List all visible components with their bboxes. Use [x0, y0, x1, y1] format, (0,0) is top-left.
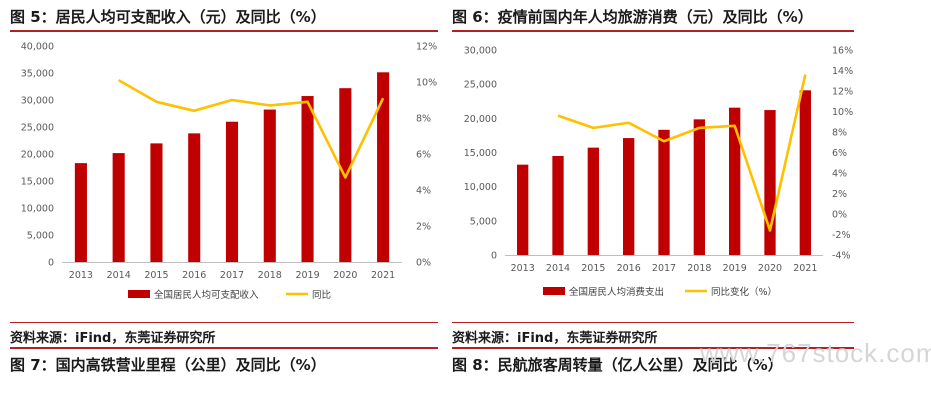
legend-bar-swatch: [128, 290, 150, 298]
bar: [552, 155, 564, 255]
bar: [693, 119, 705, 255]
x-axis-tick-label: 2019: [723, 263, 747, 274]
left-axis-tick-label: 0: [48, 258, 54, 269]
source-left: 资料来源：iFind，东莞证券研究所: [10, 331, 216, 346]
x-axis-tick-label: 2016: [617, 263, 641, 274]
left-axis-tick-label: 40,000: [21, 42, 54, 53]
left-axis-tick-label: 0: [491, 251, 497, 262]
left-axis-tick-label: 10,000: [464, 182, 497, 193]
legend-bar-label: 全国居民人均可支配收入: [154, 289, 259, 301]
left-axis-tick-label: 10,000: [21, 204, 54, 215]
right-axis-tick-label: 2%: [832, 189, 847, 200]
yoy-line: [557, 74, 807, 232]
right-axis-tick-label: 4%: [832, 169, 847, 180]
right-axis-tick-label: 0%: [416, 258, 431, 269]
bar: [623, 138, 635, 255]
x-axis-tick-label: 2018: [687, 263, 711, 274]
x-axis-tick-label: 2014: [107, 270, 131, 281]
bar: [112, 153, 125, 262]
bar: [799, 90, 811, 255]
left-axis-tick-label: 20,000: [21, 150, 54, 161]
x-axis-tick-label: 2014: [546, 263, 570, 274]
bar: [517, 164, 529, 255]
bar: [188, 133, 201, 262]
right-axis-tick-label: 0%: [832, 210, 847, 221]
right-axis-tick-label: 10%: [832, 107, 853, 118]
figure-5-title: 图 5：居民人均可支配收入（元）及同比（%）: [10, 8, 326, 26]
figure-8-title: 图 8：民航旅客周转量（亿人公里）及同比（%）: [452, 356, 783, 374]
right-axis-tick-label: 12%: [832, 87, 853, 98]
x-axis-tick-label: 2015: [581, 263, 605, 274]
figure-6-title: 图 6：疫情前国内年人均旅游消费（元）及同比（%）: [452, 8, 813, 26]
left-axis-tick-label: 15,000: [464, 148, 497, 159]
chart-tourism-spending: 0 5,000 10,000 15,000 20,000 25,000 30,000 -4% -…: [464, 46, 853, 299]
legend-bar-label: 全国居民人均消费支出: [569, 286, 664, 298]
x-axis-tick-label: 2017: [220, 270, 244, 281]
x-axis-tick-label: 2016: [182, 270, 206, 281]
yoy-line: [118, 79, 385, 179]
bar: [263, 109, 276, 262]
left-axis-tick-label: 30,000: [21, 96, 54, 107]
figure-7-title: 图 7：国内高铁营业里程（公里）及同比（%）: [10, 356, 326, 374]
left-axis-tick-label: 25,000: [464, 80, 497, 91]
legend-bar-swatch: [543, 287, 565, 295]
figure-7-top-rule: [10, 347, 438, 349]
x-axis-tick-label: 2021: [793, 263, 817, 274]
left-axis-tick-label: 35,000: [21, 69, 54, 80]
right-axis-tick-label: 6%: [416, 150, 431, 161]
watermark: www.767stock.com: [700, 338, 931, 368]
bar: [377, 72, 390, 262]
bar: [587, 147, 599, 255]
left-axis-tick-label: 20,000: [464, 114, 497, 125]
x-axis-tick-label: 2018: [258, 270, 282, 281]
x-axis-tick-label: 2017: [652, 263, 676, 274]
left-axis-tick-label: 30,000: [464, 46, 497, 57]
bar: [301, 96, 314, 262]
legend-line-label: 同比变化（%）: [711, 286, 777, 298]
x-axis-tick-label: 2013: [69, 270, 93, 281]
bar: [225, 121, 239, 262]
x-axis-tick-label: 2013: [511, 263, 535, 274]
left-axis-tick-label: 5,000: [470, 216, 497, 227]
chart-resident-income: 0 5,000 10,000 15,000 20,000 25,000 30,000 35,0…: [21, 42, 437, 302]
right-axis-tick-label: -2%: [832, 230, 851, 241]
legend-line-label: 同比: [312, 289, 331, 301]
bar: [74, 163, 87, 262]
left-axis-tick-label: 25,000: [21, 123, 54, 134]
figure-6-title-rule: [452, 30, 854, 32]
bar: [658, 129, 670, 255]
bar: [729, 107, 741, 255]
figure-8-top-rule: [452, 347, 854, 349]
right-axis-tick-label: 4%: [416, 186, 431, 197]
x-axis-tick-label: 2015: [144, 270, 168, 281]
x-axis-tick-label: 2020: [333, 270, 357, 281]
right-axis-tick-label: 6%: [832, 148, 847, 159]
source-right-rule: [452, 322, 854, 323]
right-axis-tick-label: 10%: [416, 78, 437, 89]
right-axis-tick-label: 8%: [832, 128, 847, 139]
bar: [150, 143, 163, 262]
x-axis-tick-label: 2019: [295, 270, 319, 281]
right-axis-tick-label: 2%: [416, 222, 431, 233]
right-axis-tick-label: 14%: [832, 66, 853, 77]
right-axis-tick-label: 8%: [416, 114, 431, 125]
right-axis-tick-label: 16%: [832, 46, 853, 57]
right-axis-tick-label: 12%: [416, 42, 437, 53]
bar: [764, 110, 776, 255]
x-axis-tick-label: 2020: [758, 263, 782, 274]
left-axis-tick-label: 15,000: [21, 177, 54, 188]
figure-5-title-rule: [10, 30, 438, 32]
source-left-rule: [10, 322, 438, 323]
right-axis-tick-label: -4%: [832, 251, 851, 262]
x-axis-tick-label: 2021: [371, 270, 395, 281]
source-right: 资料来源：iFind，东莞证券研究所: [452, 331, 658, 346]
left-axis-tick-label: 5,000: [27, 231, 54, 242]
